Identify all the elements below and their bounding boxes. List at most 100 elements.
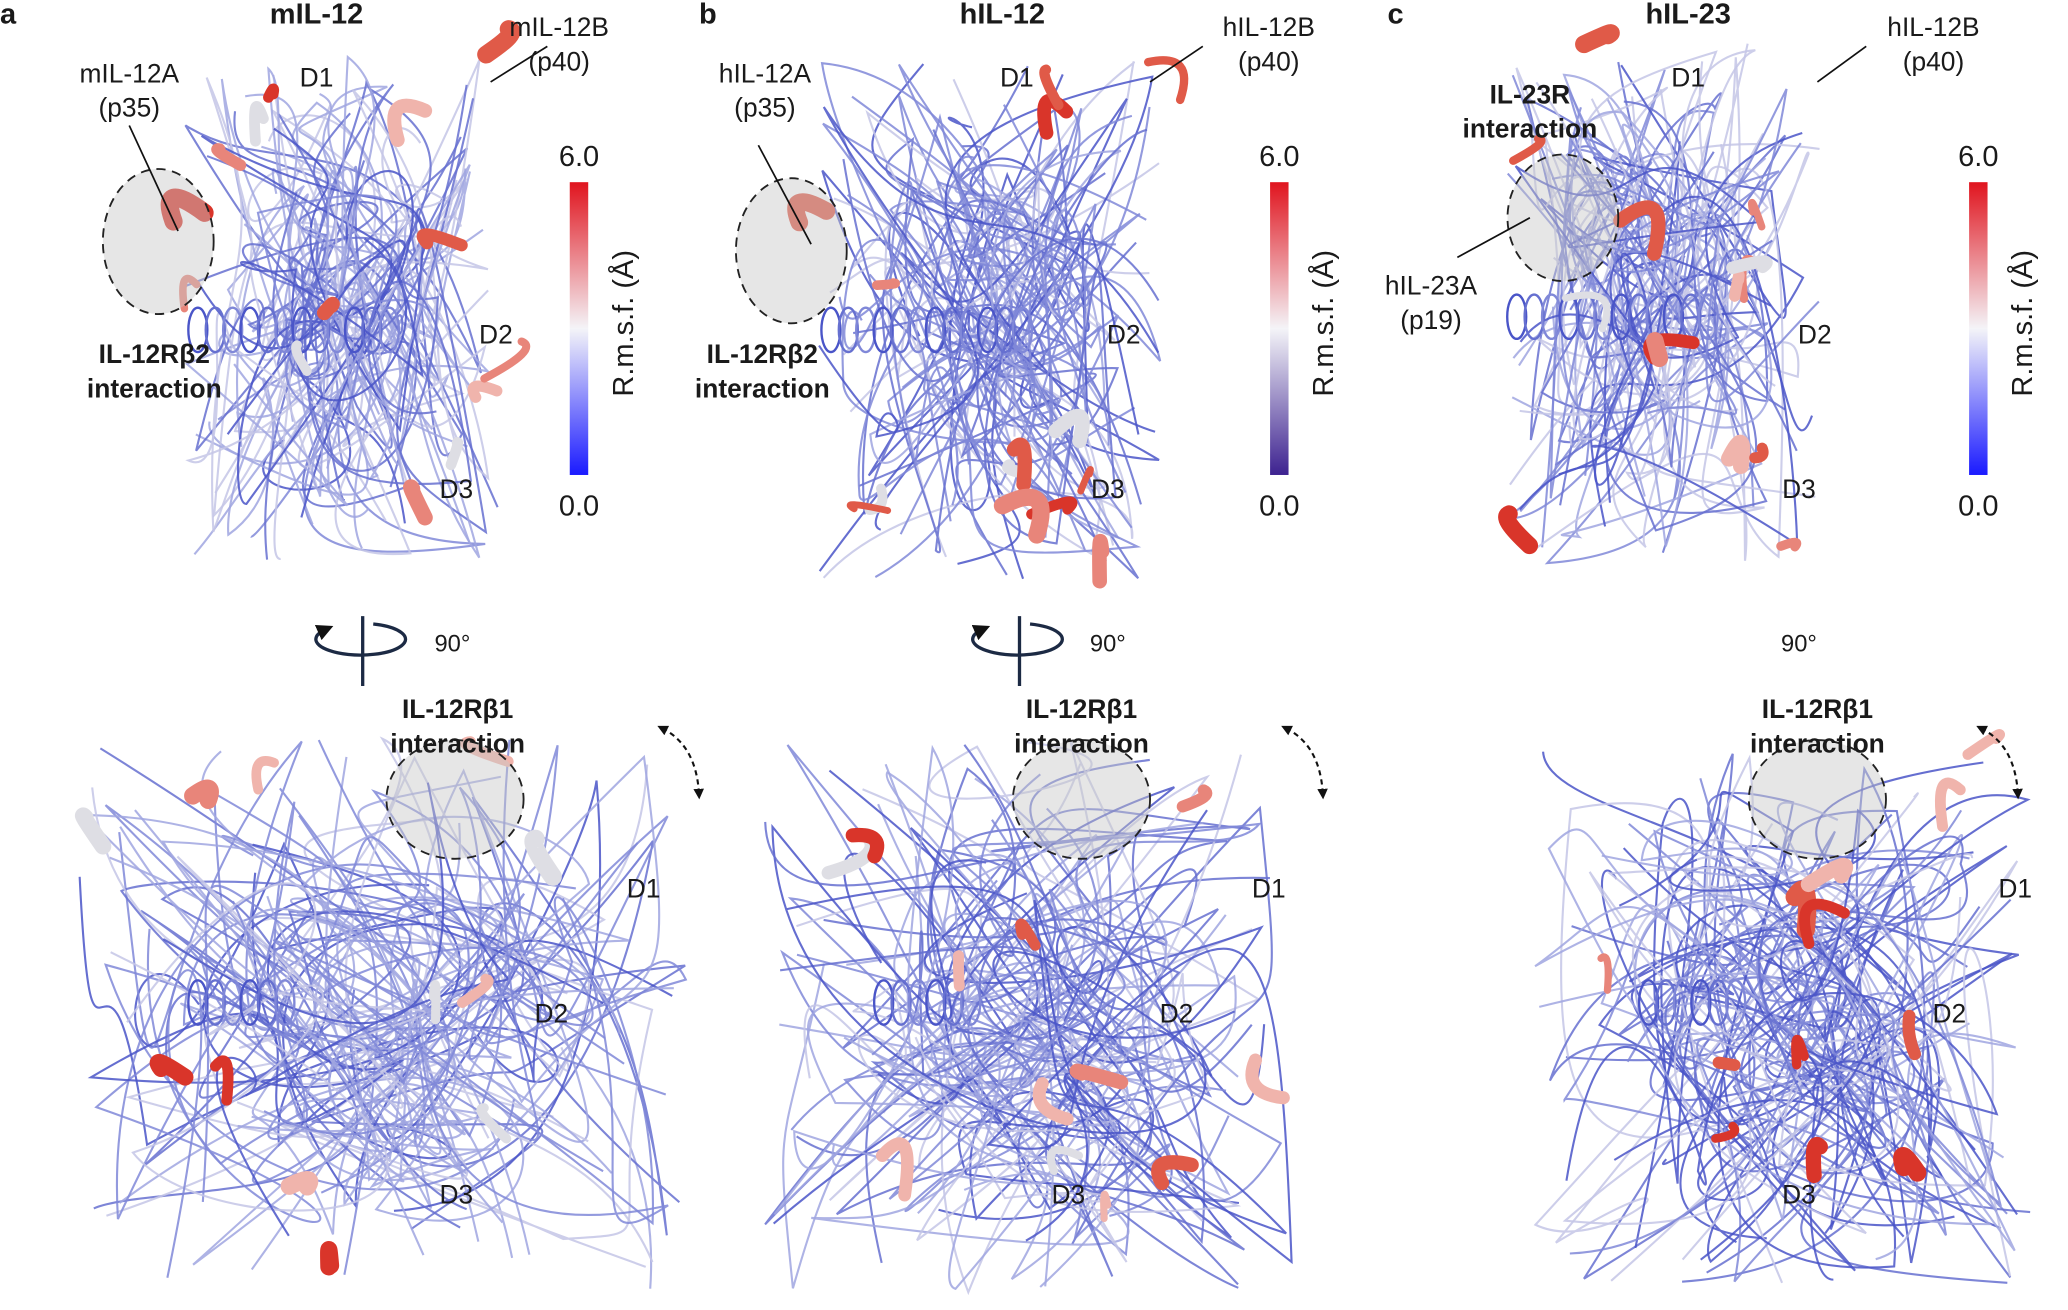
flex-arrow [657, 725, 704, 800]
backbone [1613, 790, 1896, 1269]
flexible-loop [1048, 408, 1090, 449]
backbone [243, 164, 471, 497]
flexible-loop [1747, 198, 1766, 231]
flexible-loop [477, 20, 521, 64]
helix-turn [872, 306, 894, 354]
flexible-loop [428, 980, 441, 1025]
flexible-loop [249, 101, 269, 147]
colorbar [569, 182, 589, 475]
backbone [951, 819, 1262, 1089]
interface-label: IL-12Rβ1 [1026, 694, 1137, 724]
backbone [823, 758, 1228, 1245]
backbone [134, 841, 503, 1148]
flexible-loop [1893, 1147, 1927, 1182]
backbone [184, 111, 483, 374]
backbone [1519, 251, 1772, 511]
subunit-label: hIL-12A [719, 58, 812, 88]
backbone [1548, 925, 1887, 1149]
backbone [289, 897, 669, 1224]
helix-turn [1627, 293, 1650, 341]
backbone [818, 106, 1160, 438]
domain-label: D2 [1798, 319, 1832, 349]
flexible-loop [456, 973, 494, 1008]
flexible-loop [1143, 56, 1189, 105]
helix-turn [204, 979, 226, 1026]
domain-label: D2 [1160, 999, 1194, 1029]
helix-turn [959, 306, 981, 354]
rotation-arrow [971, 622, 1064, 657]
subunit-label: hIL-12B [1223, 12, 1315, 42]
backbone [272, 98, 488, 535]
backbone [871, 63, 1090, 512]
flexible-loop [1613, 200, 1666, 261]
backbone [967, 918, 1239, 1286]
interface-region [735, 177, 848, 325]
helix-turn [1655, 979, 1677, 1026]
subunit-label: (p35) [734, 93, 796, 123]
flexible-loop [1962, 729, 2006, 760]
helix-turn [942, 306, 964, 354]
flexible-loop [480, 337, 531, 383]
colorbar-min: 0.0 [559, 491, 599, 523]
helix-turn [239, 979, 261, 1026]
colorbar-label: R.m.s.f. (Å) [2006, 250, 2039, 397]
backbone [304, 54, 468, 481]
helix-turn [187, 979, 209, 1026]
domain-label: D1 [1252, 873, 1286, 903]
leader-line [490, 45, 548, 83]
helix-turn [256, 306, 279, 354]
helix-turn [960, 979, 982, 1026]
rotation-angle: 90° [1781, 631, 1817, 657]
flexible-loop [179, 274, 201, 313]
flexible-loop [320, 1241, 340, 1276]
labels: a mIL-12 mIL-12B (p40) mIL-12A (p35) IL-12Rβ2 i… [0, 0, 2039, 1209]
helix-turn [1637, 979, 1660, 1026]
subunit-label: hIL-23A [1385, 271, 1478, 301]
flexible-loop [1799, 898, 1850, 950]
interface-region [1506, 153, 1620, 283]
helix-turn [256, 979, 279, 1026]
domain-label: D3 [439, 1179, 473, 1209]
helix-turn [976, 306, 999, 354]
backbone [280, 816, 654, 1268]
backbone [811, 974, 1237, 1246]
helix-turn [239, 306, 261, 354]
backbone [870, 805, 1273, 1245]
backbone [313, 931, 674, 1183]
subunit-label: (p40) [1238, 46, 1300, 76]
leader-line [1456, 217, 1531, 259]
backbone [87, 910, 673, 1125]
helix-turn [204, 306, 226, 354]
backbone [1534, 894, 1993, 1226]
helix-turn [907, 306, 929, 354]
flexible-loop [184, 779, 219, 809]
helix-turn [221, 979, 244, 1026]
backbone [897, 63, 1133, 499]
domain-label: D1 [300, 62, 334, 92]
interface-label: IL-23R [1490, 79, 1571, 109]
backbone [1759, 761, 2031, 1281]
rotation-angle: 90° [434, 631, 470, 657]
backbone [81, 814, 605, 1182]
flexible-loop [1934, 777, 1966, 832]
interface-region [101, 168, 215, 315]
domain-label: D3 [439, 474, 473, 504]
colorbar [1969, 182, 1988, 475]
flexible-loop [875, 1137, 914, 1202]
interface-region [1011, 739, 1151, 860]
backbone [1660, 866, 2018, 1234]
backbone [1684, 934, 1998, 1236]
flexible-loop [952, 950, 965, 992]
backbone [115, 863, 503, 1275]
helix-turn [1506, 293, 1528, 341]
backbone [231, 739, 540, 1141]
interface-label: IL-12Rβ1 [1762, 694, 1873, 724]
flex-arrow [1281, 725, 1328, 800]
flexible-loop [1176, 784, 1213, 813]
subunit-label: mIL-12A [79, 58, 179, 88]
rotation-angle: 90° [1090, 631, 1126, 657]
interface-region [1747, 739, 1887, 860]
backbone [1511, 74, 1780, 291]
flexible-loop [1046, 1145, 1084, 1176]
